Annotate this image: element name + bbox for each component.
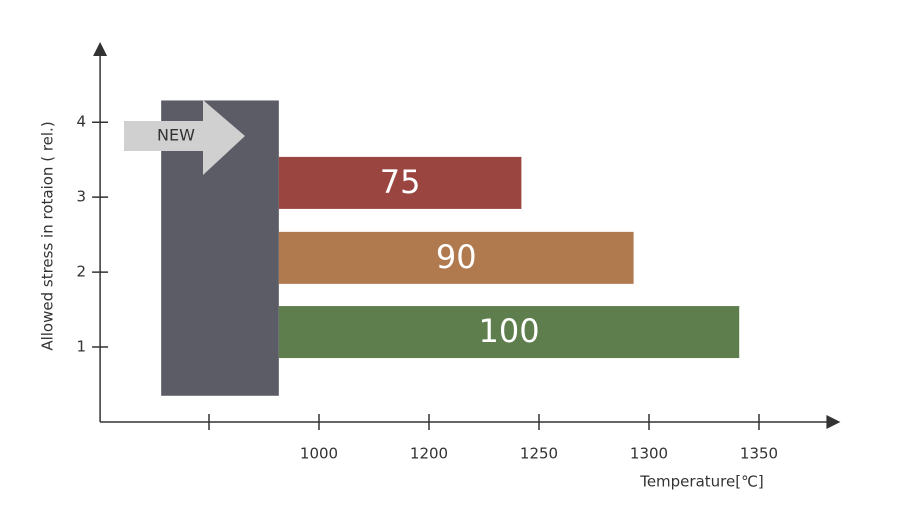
new-label: NEW [157, 126, 195, 145]
y-axis-arrow [93, 42, 108, 56]
y-tick-label: 3 [77, 188, 87, 206]
x-axis-arrow [826, 415, 841, 429]
y-tick-label: 1 [77, 338, 87, 356]
y-tick-label: 4 [77, 113, 87, 131]
new-arrow [124, 100, 245, 175]
x-tick-label: 1200 [410, 445, 448, 463]
x-axis-label: Temperature[℃] [639, 473, 764, 491]
bar-label: 100 [478, 312, 539, 350]
x-tick-label: 1350 [740, 445, 778, 463]
bar [278, 231, 634, 284]
x-tick-label: 1300 [630, 445, 668, 463]
y-axis-label: Allowed stress in rotaion ( rel.) [39, 121, 57, 350]
bar-label: 75 [380, 163, 421, 201]
bar [278, 156, 522, 209]
y-tick-label: 2 [77, 263, 87, 281]
x-tick-label: 1250 [520, 445, 558, 463]
bar-label: 90 [436, 238, 477, 276]
bar [278, 306, 740, 359]
x-tick-label: 1000 [300, 445, 338, 463]
